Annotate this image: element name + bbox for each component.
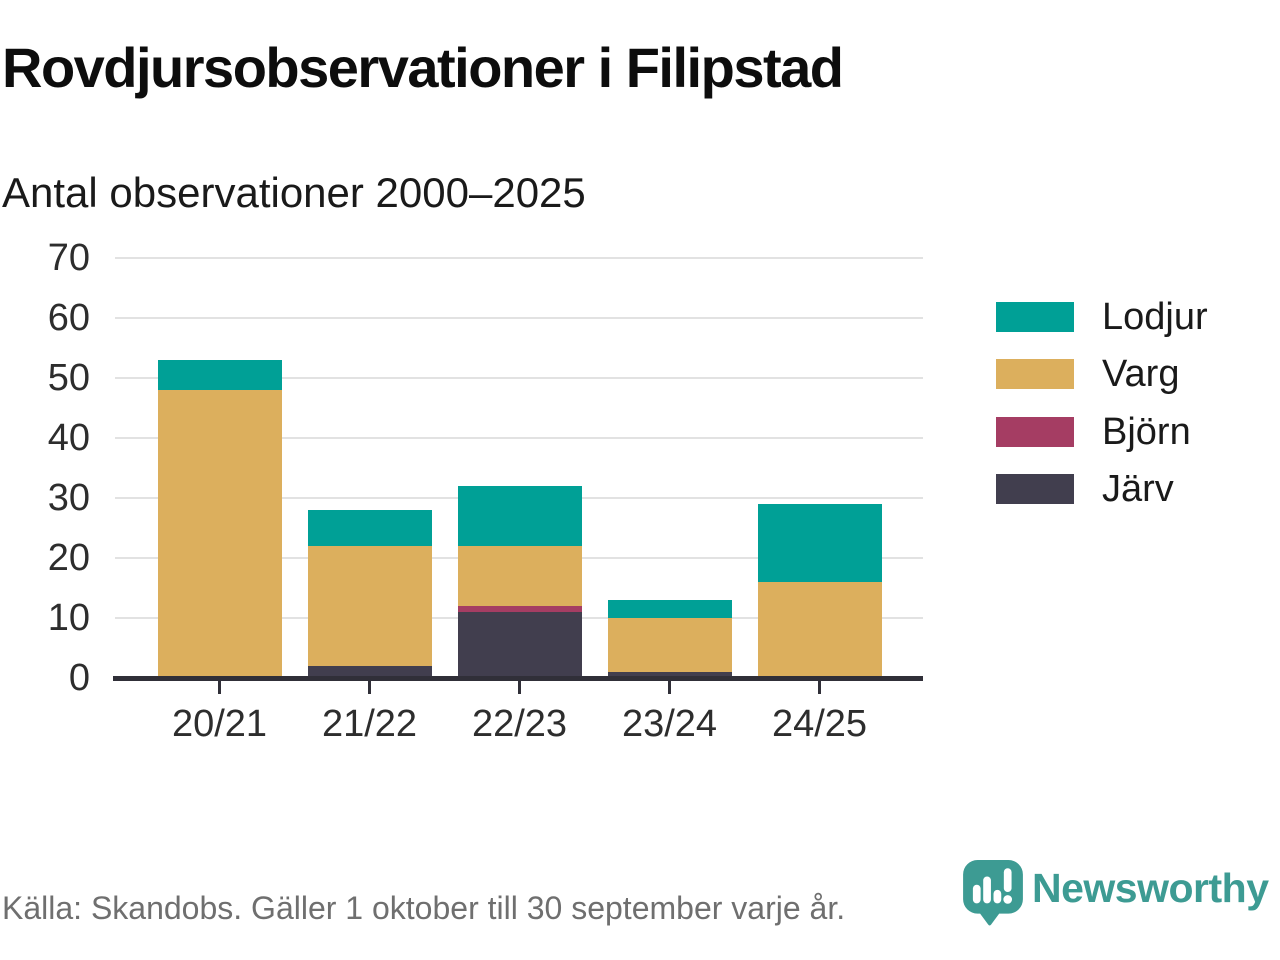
x-axis-tick-label: 23/24: [621, 703, 718, 745]
legend-swatch-lodjur: [996, 302, 1074, 332]
newsworthy-logo: Newsworthy: [963, 858, 1278, 933]
bar-segment-20-21-lodjur: [157, 360, 282, 390]
y-axis-tick-label: 10: [47, 597, 90, 639]
bar-segment-23-24-lodjur: [607, 600, 732, 618]
bar-segment-21-22-lodjur: [307, 510, 432, 546]
x-axis-tick: [668, 681, 671, 694]
chart-subtitle: Antal observationer 2000–2025: [2, 169, 586, 216]
x-axis-line: [113, 676, 923, 681]
page-title: Rovdjursobservationer i Filipstad: [2, 36, 844, 99]
bar-segment-23-24-varg: [607, 618, 732, 672]
x-axis-tick-label: 20/21: [171, 703, 268, 745]
gridline-70: [115, 257, 923, 259]
bar-segment-22-23-jarv: [457, 612, 582, 678]
x-axis-tick: [218, 681, 221, 694]
y-axis-tick-label: 70: [47, 237, 90, 279]
gridline-60: [115, 317, 923, 319]
legend-swatch-bjorn: [996, 416, 1074, 447]
newsworthy-wordmark: Newsworthy: [1032, 865, 1269, 911]
x-axis-tick-label: 24/25: [771, 703, 868, 745]
x-axis-tick: [818, 681, 821, 694]
y-axis-tick-label: 0: [68, 657, 90, 699]
gridline-40: [115, 437, 923, 439]
y-axis-tick-label: 30: [47, 477, 90, 519]
x-axis-tick-label: 21/22: [321, 703, 418, 745]
bar-segment-23-24-jarv: [607, 672, 732, 678]
bar-segment-22-23-bjorn: [457, 606, 582, 612]
legend-label-lodjur: Lodjur: [1102, 296, 1208, 338]
x-axis-tick: [518, 681, 521, 694]
newsworthy-logo-icon: [963, 860, 1023, 926]
bar-segment-21-22-jarv: [307, 666, 432, 678]
y-axis-tick-label: 50: [47, 357, 90, 399]
legend-label-varg: Varg: [1102, 353, 1180, 396]
bar-segment-20-21-varg: [157, 390, 282, 678]
x-axis-tick: [368, 681, 371, 694]
legend-label-jarv: Järv: [1102, 467, 1174, 510]
legend-label-bjorn: Björn: [1102, 410, 1191, 453]
bar-segment-24-25-lodjur: [757, 504, 882, 582]
y-axis-tick-label: 60: [47, 297, 90, 339]
bar-segment-21-22-varg: [307, 546, 432, 666]
bar-segment-24-25-varg: [757, 582, 882, 678]
legend-swatch-jarv: [996, 473, 1074, 504]
bar-segment-22-23-varg: [457, 546, 582, 606]
y-axis-tick-label: 20: [47, 537, 90, 579]
bar-segment-22-23-lodjur: [457, 486, 582, 546]
y-axis-tick-label: 40: [47, 417, 90, 459]
source-note: Källa: Skandobs. Gäller 1 oktober till 3…: [2, 890, 846, 926]
x-axis-tick-label: 22/23: [471, 703, 568, 745]
legend-swatch-varg: [996, 359, 1074, 390]
gridline-50: [115, 377, 923, 379]
